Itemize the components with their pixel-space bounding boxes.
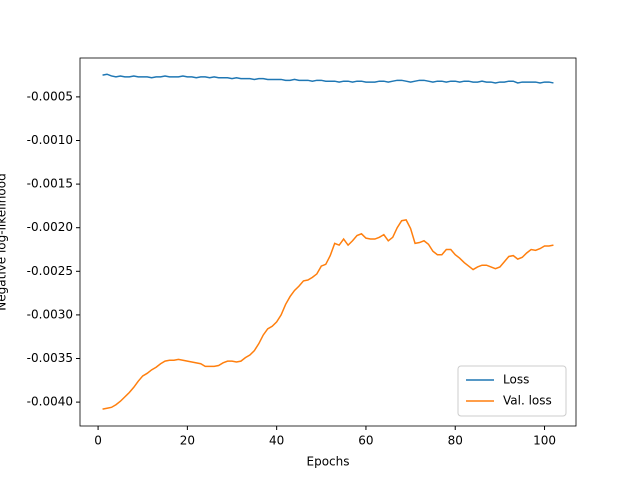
y-tick-label: -0.0025 [27,264,73,278]
y-tick-label: -0.0040 [27,395,73,409]
y-axis-label: Negative log-likelihood [0,173,9,310]
x-tick-label: 60 [358,434,373,448]
plot-frame [79,57,577,427]
legend: Loss Val. loss [457,365,567,417]
y-tick-label: -0.0005 [27,89,73,103]
x-axis-label: Epochs [307,455,350,469]
legend-label: Val. loss [503,394,552,408]
y-tick-label: -0.0035 [27,351,73,365]
y-tick-label: -0.0030 [27,307,73,321]
legend-box [457,365,567,417]
legend-label: Loss [503,373,529,387]
x-tick-label: 80 [448,434,463,448]
series-line [102,219,554,410]
y-tick-label: -0.0015 [27,177,73,191]
y-tick-label: -0.0010 [27,133,73,147]
x-tick-label: 20 [180,434,195,448]
x-tick-label: 0 [94,434,102,448]
series-line [102,73,554,84]
y-tick-label: -0.0020 [27,220,73,234]
x-tick-label: 40 [269,434,284,448]
x-tick-label: 100 [533,434,556,448]
